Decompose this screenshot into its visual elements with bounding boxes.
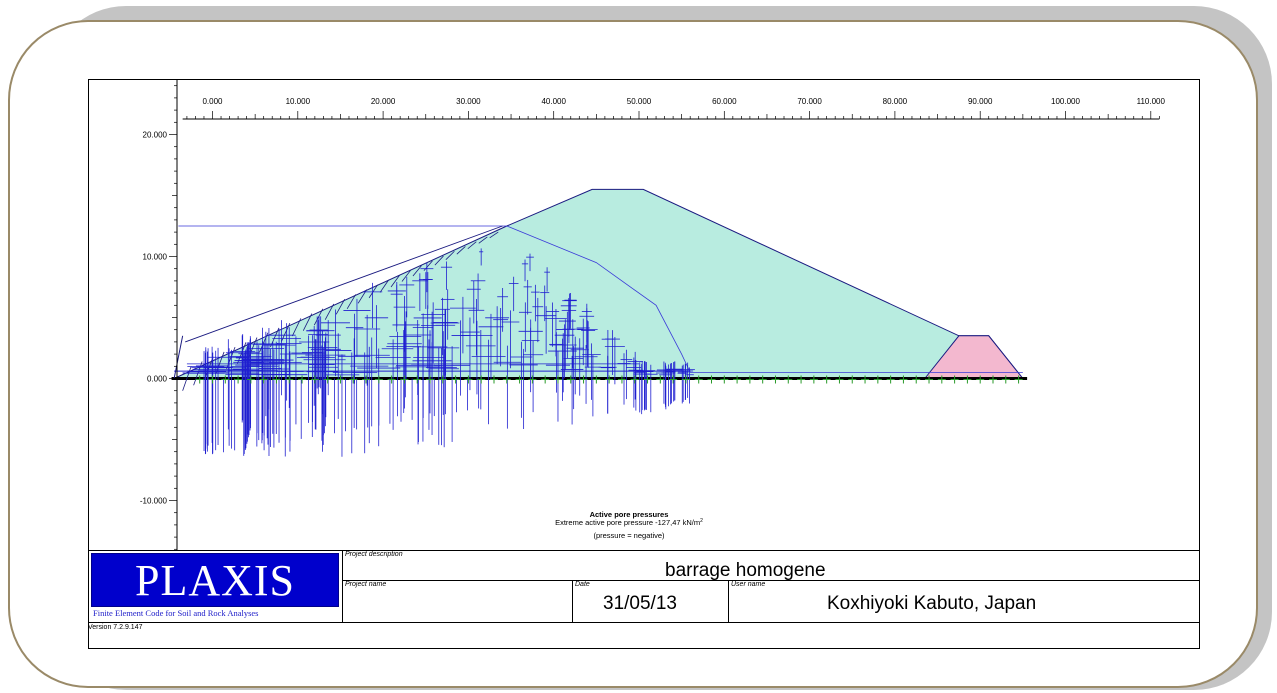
project-description-value: barrage homogene [665,560,826,581]
water-load-arrow [401,270,411,282]
logo-text: PLAXIS [134,556,296,605]
water-load-arrow [302,313,313,331]
user-name-value: Koxhiyoki Kabuto, Japan [827,593,1037,614]
x-tick-label: 40.000 [541,97,566,106]
water-load-arrow [467,241,477,250]
project-description-label: Project description [345,551,403,558]
phreatic-line [178,225,1023,373]
date-label: Date [575,581,590,588]
x-tick-label: 70.000 [797,97,822,106]
caption-title: Active pore pressures [590,510,669,519]
caption-note: (pressure = negative) [593,531,665,540]
water-load-arrow [489,231,499,239]
project-name-label: Project name [345,581,387,588]
project-name-cell: Project name [342,581,572,622]
x-tick-label: 20.000 [371,97,396,106]
project-description-cell: Project description barrage homogene [342,551,1199,581]
x-tick-label: 80.000 [883,97,908,106]
user-name-cell: User name Koxhiyoki Kabuto, Japan [728,581,1199,622]
x-tick-label: 100.000 [1051,97,1080,106]
caption-extreme: Extreme active pore pressure -127,47 kN/… [555,518,703,527]
y-tick-label: 10.000 [143,253,168,262]
x-tick-label: 90.000 [968,97,993,106]
upstream-face [173,335,184,379]
water-load-arrow [379,279,389,293]
title-block: PLAXIS Finite Element Code for Soil and … [88,550,1200,623]
version-label: Version 7.2.9.147 [88,624,143,631]
date-value: 31/05/13 [603,593,677,614]
x-tick-label: 60.000 [712,97,737,106]
x-tick-label: 110.000 [1137,97,1166,106]
x-tick-label: 10.000 [286,97,311,106]
water-load-arrow [456,246,466,255]
water-load-arrow [182,366,192,391]
water-load-arrow [259,332,269,353]
water-load-arrow [412,265,422,277]
date-cell: Date 31/05/13 [572,581,728,622]
y-tick-label: 0.000 [147,375,168,384]
water-load-arrow [291,318,302,337]
plaxis-logo: PLAXIS [91,553,339,607]
y-tick-label: 20.000 [143,131,168,140]
x-tick-label: 0.000 [202,97,223,106]
water-load-arrow [313,308,324,326]
water-load-arrow [368,284,378,299]
load-envelope [185,225,503,343]
water-load-arrow [346,294,357,310]
logo-tagline: Finite Element Code for Soil and Rock An… [93,608,259,618]
water-load-arrow [434,255,444,266]
water-load-arrow [390,275,400,288]
y-tick-label: -10.000 [140,497,168,506]
water-load-arrow [324,303,335,320]
user-name-label: User name [731,581,766,588]
x-tick-label: 30.000 [456,97,481,106]
pore-pressure-plot: 0.000 10.000 20.000 30.000 40.000 50.000 60.00… [140,80,1166,550]
water-load-arrow [335,299,346,315]
dam-body [173,188,1024,379]
water-load-arrow [478,236,488,244]
water-load-arrow [445,250,455,260]
x-tick-label: 50.000 [627,97,652,106]
